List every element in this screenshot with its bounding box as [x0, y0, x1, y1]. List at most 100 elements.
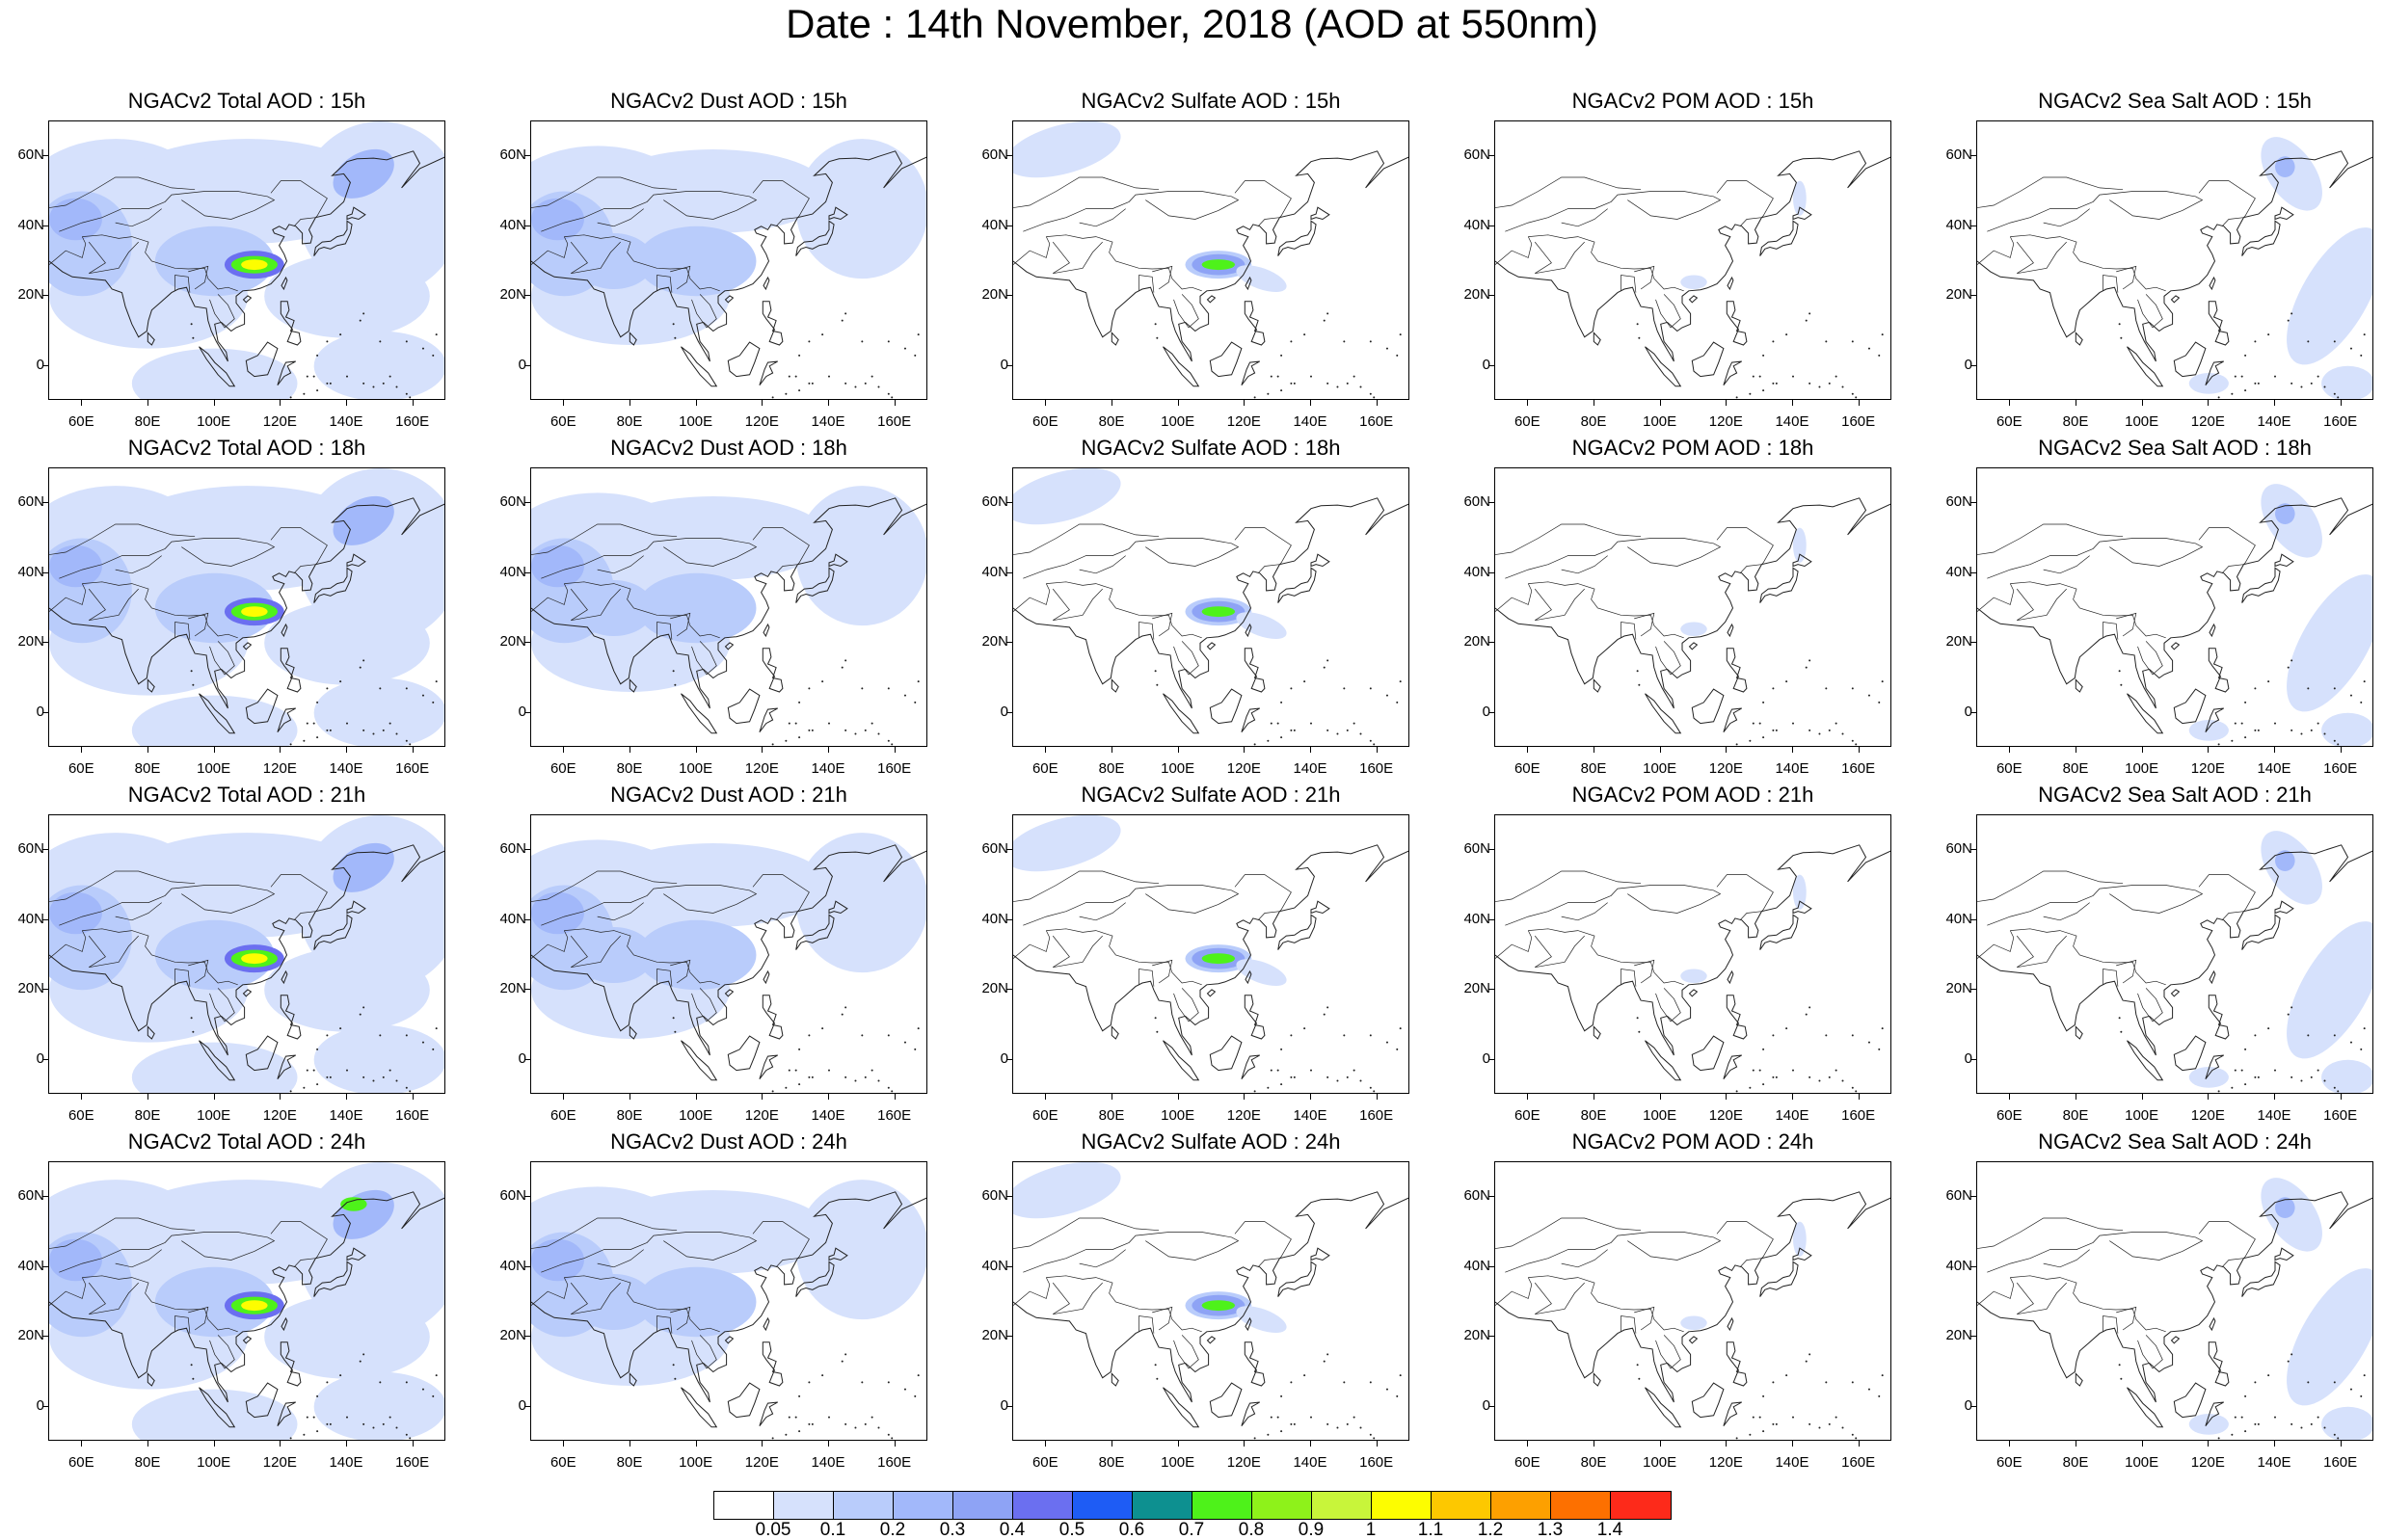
country-border: [1013, 176, 1160, 208]
country-border: [1495, 583, 1533, 612]
island-outline: [281, 1316, 288, 1332]
x-tick-label: 160E: [1841, 1107, 1876, 1124]
small-island: [379, 1381, 382, 1384]
country-border: [2010, 1275, 2166, 1333]
island-outline: [1688, 295, 1699, 304]
y-tick: [1970, 918, 1976, 920]
y-tick: [1006, 711, 1012, 713]
y-tick-label: 40N: [981, 216, 1008, 233]
small-island: [891, 743, 894, 746]
aod-field: [1013, 468, 1121, 525]
country-border: [656, 1315, 673, 1334]
country-border: [2116, 612, 2137, 637]
x-tick-label: 140E: [1293, 413, 1327, 430]
country-border: [2137, 988, 2163, 1022]
small-island: [2231, 739, 2234, 742]
small-island: [887, 392, 890, 395]
island-outline: [1691, 688, 1725, 725]
aod-field: [1013, 1162, 1121, 1219]
island-outline: [2075, 332, 2083, 346]
small-island: [1851, 1034, 1854, 1037]
island-outline: [281, 969, 288, 985]
island-outline: [1759, 567, 1799, 603]
small-island: [359, 666, 362, 669]
small-island: [1808, 1006, 1811, 1009]
small-island: [2231, 1086, 2234, 1089]
country-border: [188, 612, 209, 637]
small-island: [1253, 743, 1256, 746]
small-island: [1323, 1360, 1326, 1363]
small-island: [1270, 1069, 1272, 1072]
small-island: [379, 340, 382, 343]
country-border: [2137, 1335, 2163, 1369]
coastline: [1495, 497, 1890, 709]
aod-field: [636, 226, 757, 297]
small-island: [1808, 729, 1811, 731]
small-island: [435, 1374, 438, 1377]
x-tick: [894, 747, 896, 753]
small-island: [1293, 729, 1296, 731]
small-island: [2300, 1079, 2303, 1082]
small-island: [306, 375, 308, 378]
island-outline: [1209, 1035, 1243, 1072]
small-island: [2337, 743, 2340, 746]
small-island: [1253, 1437, 1256, 1440]
island-outline: [2170, 642, 2181, 651]
island-outline: [2075, 678, 2083, 693]
x-tick-label: 100E: [2125, 1107, 2159, 1124]
small-island: [2290, 729, 2293, 731]
small-island: [362, 1006, 365, 1009]
country-border: [1234, 874, 1292, 921]
small-island: [1385, 694, 1388, 697]
aod-field: [154, 572, 275, 644]
island-outline: [2173, 688, 2207, 725]
small-island: [2244, 1083, 2247, 1086]
colorbar-label: 0.7: [1178, 1520, 1205, 1540]
coastline: [49, 1191, 444, 1403]
small-island: [854, 1079, 857, 1082]
country-border: [1023, 538, 1240, 579]
country-border: [597, 1249, 644, 1268]
y-tick-label: 20N: [981, 1327, 1008, 1344]
small-island: [1805, 1360, 1808, 1363]
small-island: [2310, 382, 2313, 385]
island-outline: [681, 1040, 718, 1081]
x-tick: [147, 747, 148, 753]
small-island: [303, 1433, 306, 1436]
island-outline: [1244, 995, 1266, 1040]
small-island: [808, 1422, 811, 1425]
aod-field: [636, 572, 757, 644]
aod-map: [1495, 150, 1890, 399]
x-tick: [81, 1094, 83, 1100]
small-island: [1749, 1433, 1752, 1436]
aod-field: [1680, 1315, 1707, 1330]
y-tick-label: 60N: [499, 1187, 526, 1205]
map-panel: NGACv2 Sea Salt AOD : 24h 60N 40N 20N 0 60E 80…: [1928, 1129, 2381, 1476]
x-tick: [894, 1441, 896, 1447]
small-island: [1851, 1381, 1854, 1384]
x-tick: [1659, 1094, 1661, 1100]
y-tick-label: 0: [1000, 703, 1008, 720]
country-border: [656, 275, 673, 293]
map-panel: NGACv2 Dust AOD : 24h 60N 40N 20N 0 60E 80E 100…: [482, 1129, 935, 1476]
small-island: [316, 1048, 319, 1050]
y-tick: [42, 502, 48, 504]
y-tick-label: 0: [518, 703, 526, 720]
small-island: [1762, 1048, 1765, 1050]
country-border: [656, 969, 673, 987]
x-tick: [147, 400, 148, 406]
small-island: [903, 347, 906, 350]
aod-field: [1236, 1306, 1287, 1334]
coastline: [1013, 1191, 1408, 1403]
island-outline: [346, 553, 366, 568]
country-border: [1013, 870, 1160, 902]
small-island: [1270, 1416, 1272, 1419]
small-island: [1772, 1075, 1775, 1078]
panel-title: NGACv2 Dust AOD : 24h: [610, 1129, 847, 1154]
small-island: [861, 1381, 864, 1384]
island-outline: [1245, 623, 1252, 638]
small-island: [1385, 1388, 1388, 1391]
country-border: [49, 930, 87, 959]
country-border: [1716, 874, 1774, 921]
colorbar-swatch: [1252, 1492, 1312, 1519]
